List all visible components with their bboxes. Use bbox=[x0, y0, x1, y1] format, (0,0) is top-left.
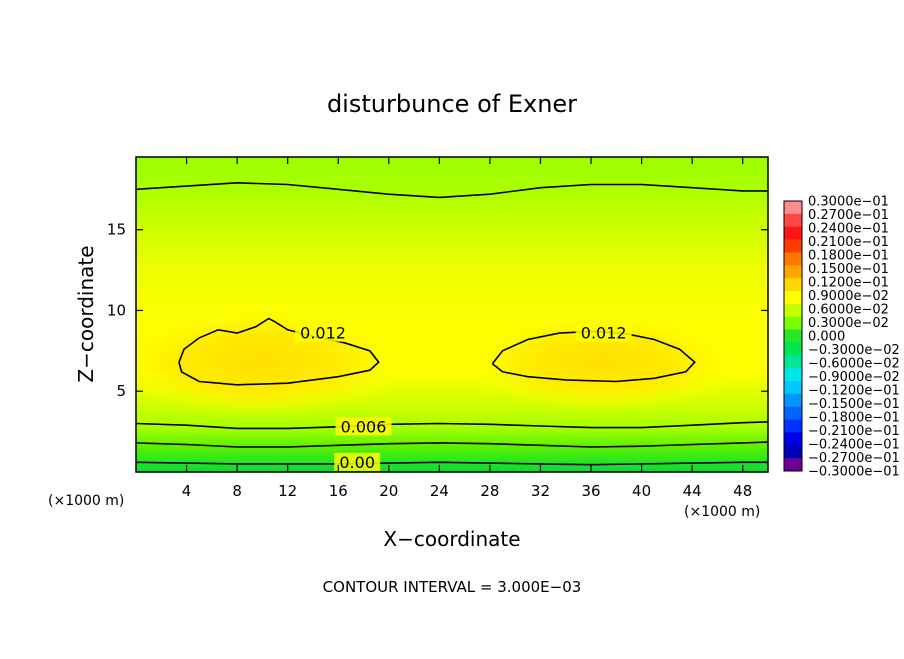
plot-area bbox=[136, 157, 768, 472]
contour-label: 0.006 bbox=[341, 417, 387, 436]
plot-frame bbox=[135, 156, 769, 473]
colorbar-frame bbox=[783, 200, 803, 472]
contour-line-2 bbox=[136, 181, 768, 199]
contour-labels: 0.012 0.012 0.006 0.00 bbox=[295, 323, 632, 472]
x-tick-label: 40 bbox=[632, 482, 651, 500]
colorbar-swatch bbox=[784, 393, 802, 408]
y-axis: 5 10 15 bbox=[107, 221, 768, 400]
colorbar-swatch bbox=[784, 278, 802, 292]
colorbar-label: −0.2700e−01 bbox=[808, 451, 900, 466]
colorbar-label: −0.2100e−01 bbox=[808, 424, 900, 439]
contour-label-bg bbox=[335, 417, 392, 436]
colorbar-label: −0.2400e−01 bbox=[808, 438, 900, 453]
colorbar: 0.3000e−010.2700e−010.2400e−010.2100e−01… bbox=[783, 195, 900, 480]
colorbar-label: 0.2700e−01 bbox=[808, 208, 889, 223]
contour-interval-note: CONTOUR INTERVAL = 3.000E−03 bbox=[323, 578, 582, 596]
x-unit-right: (×1000 m) bbox=[684, 504, 760, 520]
x-tick-label: 24 bbox=[430, 482, 449, 500]
x-tick-label: 4 bbox=[182, 482, 192, 500]
colorbar-label: 0.000 bbox=[808, 330, 845, 345]
colorbar-label: −0.1200e−01 bbox=[808, 384, 900, 399]
colorbar-swatch bbox=[784, 303, 802, 318]
x-tick-label: 36 bbox=[581, 482, 600, 500]
contour-line-5 bbox=[136, 461, 768, 466]
colorbar-swatch bbox=[784, 213, 802, 228]
colorbar-label: −0.6000e−02 bbox=[808, 357, 900, 372]
colorbar-label: 0.3000e−02 bbox=[808, 316, 889, 331]
colorbar-swatch bbox=[784, 355, 802, 369]
colorbar-label: −0.3000e−02 bbox=[808, 343, 900, 358]
contour-label-bg bbox=[575, 323, 632, 342]
x-tick-label: 20 bbox=[379, 482, 398, 500]
contour-label: 0.012 bbox=[300, 324, 346, 343]
colorbar-label: −0.3000e−01 bbox=[808, 465, 900, 480]
x-axis-label: X−coordinate bbox=[383, 527, 520, 551]
contour-label: 0.00 bbox=[339, 453, 375, 472]
contour-line-3 bbox=[136, 421, 768, 430]
colorbar-swatch bbox=[784, 432, 802, 446]
x-tick-label: 12 bbox=[278, 482, 297, 500]
colorbar-label: 0.2400e−01 bbox=[808, 222, 889, 237]
colorbar-swatch bbox=[784, 329, 802, 343]
max-region-right bbox=[462, 312, 742, 412]
chart-title: disturbunce of Exner bbox=[327, 90, 577, 118]
colorbar-swatch bbox=[784, 458, 802, 472]
colorbar-swatch bbox=[784, 226, 802, 240]
contour-label-bg bbox=[295, 323, 352, 342]
colorbar-swatch bbox=[784, 342, 802, 356]
colorbar-label: 0.1800e−01 bbox=[808, 249, 889, 264]
contour-line-1 bbox=[491, 330, 696, 383]
contour-lines bbox=[136, 181, 768, 466]
contour-line-4 bbox=[136, 441, 768, 448]
y-tick-label: 10 bbox=[107, 301, 126, 319]
colorbar-label: 0.1500e−01 bbox=[808, 262, 889, 277]
colorbar-label: −0.1500e−01 bbox=[808, 397, 900, 412]
y-tick-label: 5 bbox=[116, 382, 126, 400]
x-tick-label: 44 bbox=[683, 482, 702, 500]
x-tick-label: 32 bbox=[531, 482, 550, 500]
contour-label: 0.012 bbox=[581, 324, 627, 343]
colorbar-swatch bbox=[784, 381, 802, 395]
colorbar-swatch bbox=[784, 252, 802, 266]
colorbar-swatch bbox=[784, 406, 802, 420]
colorbar-label: 0.1200e−01 bbox=[808, 276, 889, 291]
colorbar-label: 0.6000e−02 bbox=[808, 303, 889, 318]
colorbar-swatch bbox=[784, 419, 802, 433]
colorbar-swatch bbox=[784, 201, 802, 215]
x-tick-label: 8 bbox=[232, 482, 242, 500]
x-axis: 4 8 12 16 20 24 28 32 36 40 44 48 bbox=[182, 157, 752, 500]
x-tick-label: 16 bbox=[329, 482, 348, 500]
y-tick-label: 15 bbox=[107, 221, 126, 239]
colorbar-label: 0.3000e−01 bbox=[808, 195, 889, 210]
colorbar-label: 0.2100e−01 bbox=[808, 235, 889, 250]
colorbar-label: −0.1800e−01 bbox=[808, 411, 900, 426]
colorbar-swatch bbox=[784, 445, 802, 459]
colorbar-swatch bbox=[784, 316, 802, 330]
colorbar-swatch bbox=[784, 368, 802, 382]
contour-label-bg bbox=[334, 452, 381, 471]
x-tick-label: 48 bbox=[733, 482, 752, 500]
y-axis-label: Z−coordinate bbox=[74, 245, 98, 382]
x-unit-left: (×1000 m) bbox=[48, 493, 124, 509]
colorbar-swatch bbox=[784, 291, 802, 305]
colorbar-swatch bbox=[784, 239, 802, 253]
x-tick-label: 28 bbox=[480, 482, 499, 500]
colorbar-label: 0.9000e−02 bbox=[808, 289, 889, 304]
colorbar-label: −0.9000e−02 bbox=[808, 370, 900, 385]
colorbar-swatch bbox=[784, 265, 802, 279]
